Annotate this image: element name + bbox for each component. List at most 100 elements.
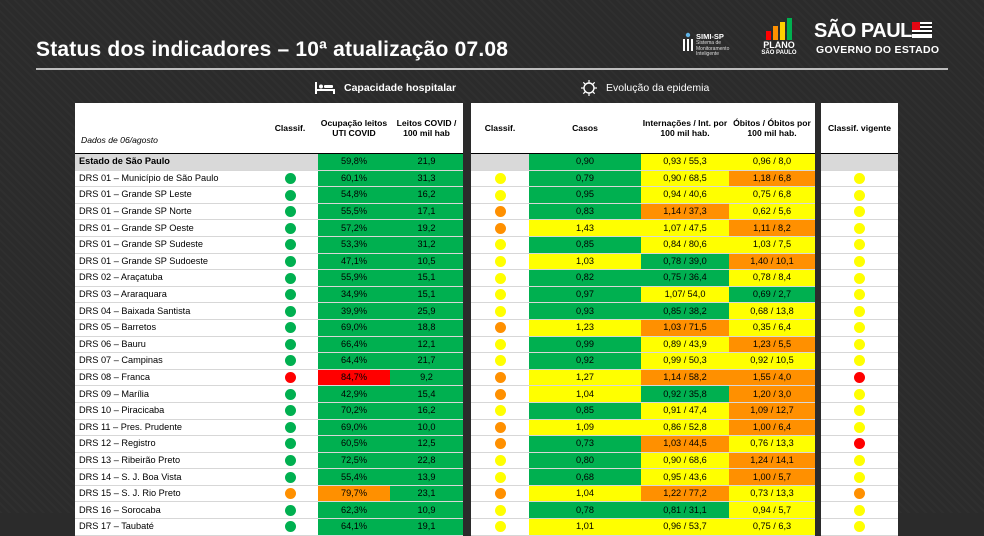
header-date: Dados de 06/agosto: [75, 103, 262, 154]
classif-vigente-cell: [821, 435, 898, 453]
header-classif-hospital: Classif.: [262, 103, 318, 154]
classif-vigente-cell: [821, 319, 898, 337]
obitos-cell: 0,68 / 13,8: [729, 302, 815, 320]
uti-cell: 39,9%: [318, 302, 390, 320]
leitos-cell: 12,5: [390, 435, 463, 453]
header-leitos: Leitos COVID / 100 mil hab: [390, 103, 463, 154]
region-name: DRS 01 – Grande SP Leste: [75, 186, 262, 204]
simi-sp-logo: SIMI-SP Sistema de Monitoramento Intelig…: [682, 32, 742, 68]
obitos-cell: 0,94 / 5,7: [729, 501, 815, 520]
obitos-cell: 0,92 / 10,5: [729, 352, 815, 370]
status-dot: [494, 322, 506, 334]
classif-vigente-cell: [821, 170, 898, 188]
uti-cell: 84,7%: [318, 369, 390, 387]
uti-cell: 42,9%: [318, 385, 390, 403]
leitos-cell: 25,9: [390, 302, 463, 320]
header-internacoes: Internações / Int. por 100 mil hab.: [641, 103, 729, 154]
casos-cell: 0,95: [529, 186, 641, 204]
header-classif-epidemic: Classif.: [471, 103, 529, 154]
internacoes-cell: 1,03 / 44,5: [641, 435, 729, 453]
internacoes-cell: 1,07/ 54,0: [641, 286, 729, 304]
region-name: Estado de São Paulo: [75, 153, 262, 171]
leitos-cell: 21,9: [390, 153, 463, 171]
region-name: DRS 12 – Registro: [75, 435, 262, 453]
classif-epidemic-cell: [471, 402, 529, 420]
status-dot: [284, 471, 296, 483]
uti-cell: 60,1%: [318, 170, 390, 188]
obitos-cell: 0,76 / 13,3: [729, 435, 815, 453]
status-dot: [494, 222, 506, 234]
gap-cell: [815, 336, 821, 353]
status-dot: [854, 438, 865, 450]
casos-cell: 1,23: [529, 319, 641, 337]
simi-brand: SIMI-SP: [696, 32, 724, 41]
region-name: DRS 10 – Piracicaba: [75, 402, 262, 420]
leitos-cell: 16,2: [390, 402, 463, 420]
classif-vigente-cell: [821, 203, 898, 221]
obitos-cell: 0,73 / 13,3: [729, 485, 815, 503]
casos-cell: 0,83: [529, 203, 641, 221]
classif-hospital-cell: [262, 435, 318, 453]
classif-epidemic-cell: [471, 385, 529, 403]
casos-cell: 0,68: [529, 468, 641, 486]
classif-hospital-cell: [262, 336, 318, 354]
casos-cell: 0,73: [529, 435, 641, 453]
obitos-cell: 0,75 / 6,3: [729, 518, 815, 536]
obitos-cell: 1,11 / 8,2: [729, 219, 815, 237]
uti-cell: 55,4%: [318, 468, 390, 486]
table-row: DRS 04 – Baixada Santista 39,9% 25,9 0,93 0,…: [75, 302, 898, 320]
region-name: DRS 08 – Franca: [75, 369, 262, 387]
hospital-bed-icon: [315, 82, 335, 94]
classif-epidemic-cell: [471, 518, 529, 536]
gap-cell: [815, 302, 821, 320]
status-dot: [284, 289, 296, 301]
obitos-cell: 0,75 / 6,8: [729, 186, 815, 204]
gap-cell: [463, 369, 471, 386]
obitos-cell: 0,69 / 2,7: [729, 286, 815, 304]
region-name: DRS 11 – Pres. Prudente: [75, 419, 262, 437]
header-gap-2: [815, 103, 821, 154]
internacoes-cell: 0,91 / 47,4: [641, 402, 729, 420]
indicators-table-wrap: Dados de 06/agosto Classif. Ocupação lei…: [75, 103, 898, 536]
region-name: DRS 14 – S. J. Boa Vista: [75, 468, 262, 486]
plano-line1: PLANO: [763, 40, 795, 50]
status-dot: [284, 405, 296, 417]
obitos-cell: 0,78 / 8,4: [729, 269, 815, 287]
leitos-cell: 10,0: [390, 419, 463, 437]
internacoes-cell: 0,90 / 68,5: [641, 170, 729, 188]
internacoes-cell: 0,95 / 43,6: [641, 468, 729, 486]
casos-cell: 0,93: [529, 302, 641, 320]
gap-cell: [463, 253, 471, 270]
internacoes-cell: 1,14 / 37,3: [641, 203, 729, 221]
header-casos: Casos: [529, 103, 641, 154]
table-row: DRS 11 – Pres. Prudente 69,0% 10,0 1,09 0,86…: [75, 419, 898, 437]
internacoes-cell: 0,81 / 31,1: [641, 501, 729, 520]
status-dot: [854, 289, 865, 301]
casos-cell: 0,90: [529, 153, 641, 171]
leitos-cell: 18,8: [390, 319, 463, 337]
casos-cell: 0,99: [529, 336, 641, 354]
classif-epidemic-cell: [471, 302, 529, 320]
table-row: DRS 10 – Piracicaba 70,2% 16,2 0,85 0,91 / 4…: [75, 402, 898, 420]
region-name: DRS 03 – Araraquara: [75, 286, 262, 304]
classif-hospital-cell: [262, 468, 318, 486]
status-dot: [854, 388, 865, 400]
gap-cell: [463, 435, 471, 453]
casos-cell: 0,85: [529, 236, 641, 254]
classif-hospital-cell: [262, 352, 318, 370]
status-dot: [284, 272, 296, 284]
gap-cell: [463, 452, 471, 469]
casos-cell: 0,80: [529, 452, 641, 470]
table-row: DRS 06 – Bauru 66,4% 12,1 0,99 0,89 / 43,9 1,…: [75, 336, 898, 354]
region-name: DRS 02 – Araçatuba: [75, 269, 262, 287]
classif-vigente-cell: [821, 236, 898, 254]
leitos-cell: 23,1: [390, 485, 463, 503]
casos-cell: 0,92: [529, 352, 641, 370]
classif-vigente-cell: [821, 485, 898, 503]
classif-epidemic-cell: [471, 435, 529, 453]
obitos-cell: 1,03 / 7,5: [729, 236, 815, 254]
internacoes-cell: 0,78 / 39,0: [641, 253, 729, 271]
status-dot: [854, 322, 865, 334]
status-dot: [494, 421, 506, 433]
table-row: DRS 12 – Registro 60,5% 12,5 0,73 1,03 / 44,…: [75, 435, 898, 453]
